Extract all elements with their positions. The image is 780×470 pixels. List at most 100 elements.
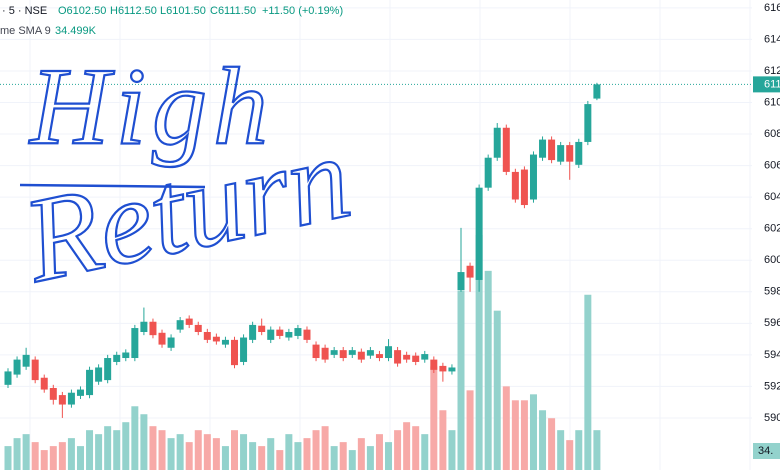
volume-bar	[566, 440, 574, 470]
candle-body	[249, 324, 257, 340]
candle-body	[575, 141, 583, 165]
volume-bar	[511, 400, 519, 470]
candle-body	[203, 331, 211, 340]
candle-body	[529, 154, 537, 200]
y-tick-label: 590	[764, 412, 780, 424]
y-tick-label: 600	[764, 254, 780, 266]
candle-body	[22, 354, 30, 367]
candle-body	[439, 365, 447, 372]
candle-body	[421, 354, 429, 360]
y-tick-label: 616	[764, 2, 780, 14]
candle-body	[448, 367, 456, 372]
candle-body	[158, 332, 166, 345]
open-value: O6102.50	[58, 5, 106, 17]
volume-bar	[176, 434, 184, 470]
candle-body	[149, 321, 157, 336]
volume-bar	[321, 426, 329, 470]
candle-body	[330, 350, 338, 355]
volume-bar	[484, 270, 492, 470]
volume-bar	[520, 400, 528, 470]
volume-bar	[430, 366, 438, 470]
candle-body	[339, 350, 347, 359]
volume-bar	[575, 430, 583, 470]
volume-bar	[267, 438, 275, 470]
y-tick-label: 598	[764, 286, 780, 298]
volume-bar	[13, 438, 21, 470]
candle-body	[584, 104, 592, 142]
candle-body	[557, 145, 565, 162]
candle-body	[493, 127, 501, 158]
volume-bar	[412, 426, 420, 470]
candle-body	[593, 84, 601, 99]
volume-bar	[31, 442, 39, 470]
candle-body	[240, 337, 248, 362]
candle-body	[520, 169, 528, 206]
candle-body	[221, 339, 229, 345]
candle-body	[194, 324, 202, 332]
volume-bar	[167, 438, 175, 470]
candle-body	[140, 321, 148, 332]
volume-bar	[95, 434, 103, 470]
y-tick-label: 594	[764, 349, 780, 361]
volume-bar	[529, 394, 537, 470]
volume-bar	[330, 446, 338, 470]
candle-body	[104, 358, 112, 381]
candle-body	[430, 359, 438, 370]
candle-body	[457, 272, 465, 291]
volume-bar	[448, 430, 456, 470]
candle-body	[303, 329, 311, 340]
volume-bar	[548, 418, 556, 470]
candle-body	[511, 171, 519, 200]
y-tick-label: 606	[764, 160, 780, 172]
volume-bar	[240, 434, 248, 470]
y-tick-label: 608	[764, 128, 780, 140]
volume-bar	[203, 434, 211, 470]
candle-body	[40, 377, 48, 390]
candle-body	[86, 369, 94, 396]
candle-body	[348, 350, 356, 355]
volume-bar	[58, 442, 66, 470]
y-tick-label: 592	[764, 380, 780, 392]
candle-body	[49, 387, 57, 400]
volume-bar	[457, 290, 465, 470]
volume-bar	[158, 430, 166, 470]
candle-body	[312, 344, 320, 359]
last-volume-label: 34.	[758, 445, 773, 457]
high-value: H6112.50	[110, 5, 157, 17]
candle-body	[131, 328, 139, 359]
volume-bar	[122, 422, 130, 470]
volume-bar	[276, 450, 284, 470]
low-value: L6101.50	[160, 5, 206, 17]
candle-body	[67, 392, 75, 405]
volume-bar	[113, 430, 121, 470]
volume-bar	[249, 442, 257, 470]
y-tick-label: 604	[764, 191, 780, 203]
candle-body	[258, 325, 266, 332]
plot	[0, 0, 752, 470]
candle-body	[285, 331, 293, 338]
candle-body	[13, 359, 21, 375]
candle-body	[366, 350, 374, 356]
candle-body	[76, 389, 84, 396]
candle-body	[566, 145, 574, 162]
candle-body	[394, 350, 402, 364]
change-value: +11.50 (+0.19%)	[262, 5, 343, 17]
volume-sma-value: 34.499K	[55, 25, 97, 37]
y-tick-label: 610	[764, 96, 780, 108]
volume-bar	[104, 426, 112, 470]
candle-body	[167, 337, 175, 348]
candle-body	[176, 320, 184, 330]
candle-body	[31, 359, 39, 381]
volume-bar	[303, 438, 311, 470]
y-tick-label: 612	[764, 65, 780, 77]
volume-bar	[439, 410, 447, 470]
volume-bar	[339, 442, 347, 470]
volume-bar	[584, 294, 592, 470]
overlay: 616 614 612 610 608 606 604 602 600 598 596 594 592 5…	[11, 2, 780, 459]
candle-body	[357, 351, 365, 360]
candle-body	[122, 352, 130, 359]
volume-bar	[593, 430, 601, 470]
volume-bar	[403, 422, 411, 470]
candle-body	[95, 367, 103, 382]
volume-bar	[502, 386, 510, 470]
